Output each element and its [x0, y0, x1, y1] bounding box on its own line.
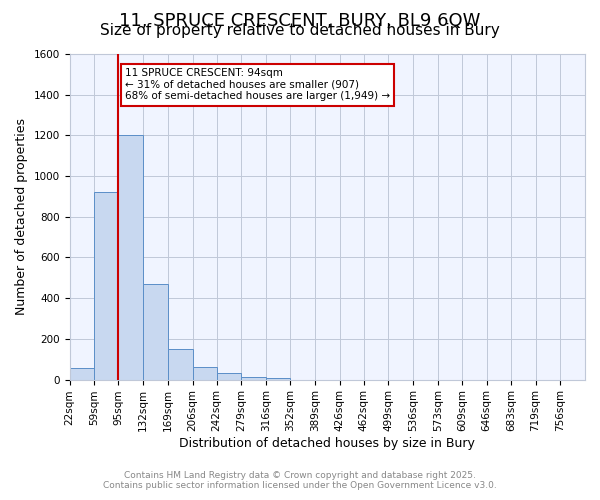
Bar: [143, 284, 168, 380]
Bar: [241, 376, 266, 380]
Y-axis label: Number of detached properties: Number of detached properties: [15, 118, 28, 316]
Bar: [193, 368, 217, 380]
Text: Contains HM Land Registry data © Crown copyright and database right 2025.
Contai: Contains HM Land Registry data © Crown c…: [103, 470, 497, 490]
Text: 11 SPRUCE CRESCENT: 94sqm
← 31% of detached houses are smaller (907)
68% of semi: 11 SPRUCE CRESCENT: 94sqm ← 31% of detac…: [125, 68, 390, 102]
Bar: [94, 192, 118, 380]
Bar: [217, 374, 241, 380]
Text: Size of property relative to detached houses in Bury: Size of property relative to detached ho…: [100, 22, 500, 38]
Bar: [168, 349, 193, 380]
X-axis label: Distribution of detached houses by size in Bury: Distribution of detached houses by size …: [179, 437, 475, 450]
Bar: [266, 378, 290, 380]
Bar: [118, 136, 143, 380]
Text: 11, SPRUCE CRESCENT, BURY, BL9 6QW: 11, SPRUCE CRESCENT, BURY, BL9 6QW: [119, 12, 481, 30]
Bar: [70, 368, 94, 380]
